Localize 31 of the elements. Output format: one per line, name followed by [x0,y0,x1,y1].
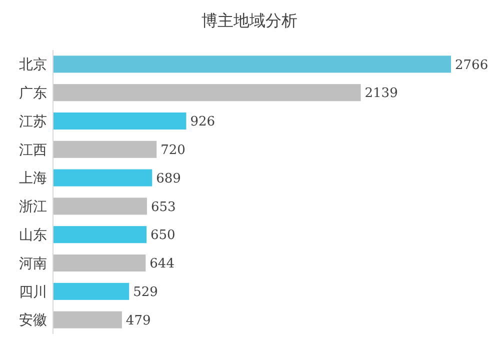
bar [53,282,130,300]
bar [53,254,146,272]
bar [53,112,186,130]
data-label: 2766 [455,58,488,73]
y-tick-label: 河南 [19,256,47,272]
bar [53,311,122,328]
bar [53,198,147,215]
data-label: 926 [190,114,216,130]
data-label: 720 [160,142,186,158]
bar [53,56,451,73]
y-tick-label: 山东 [19,228,47,244]
bar [53,169,152,186]
y-tick-label: 上海 [19,170,47,187]
y-tick-label: 北京 [19,57,47,74]
y-tick-label: 广东 [19,86,47,102]
y-tick-label: 浙江 [19,199,47,216]
data-label: 650 [150,228,176,244]
y-tick-label: 四川 [19,284,47,300]
data-label: 529 [133,284,158,300]
data-label: 479 [126,313,151,328]
data-label: 644 [150,256,174,272]
bar [53,226,147,244]
chart-title: 博主地域分析 [202,11,298,30]
bar [53,140,157,158]
y-tick-label: 江苏 [19,114,47,130]
y-tick-label: 安徽 [19,312,47,329]
data-label: 2139 [364,86,398,102]
bar [53,84,361,102]
data-label: 653 [150,200,176,215]
data-label: 689 [156,171,181,186]
y-tick-label: 江西 [19,142,47,158]
